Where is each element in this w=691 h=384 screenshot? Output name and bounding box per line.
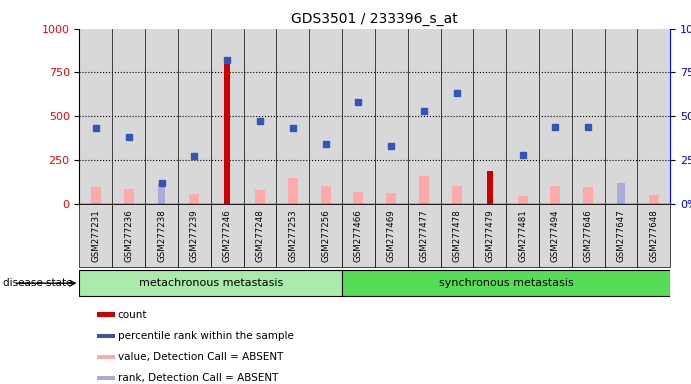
Bar [276,29,309,204]
Bar [145,29,178,204]
FancyBboxPatch shape [79,204,112,267]
Bar [124,189,133,204]
FancyBboxPatch shape [440,204,473,267]
Bar [539,29,571,204]
FancyBboxPatch shape [506,204,539,267]
FancyBboxPatch shape [145,204,178,267]
FancyBboxPatch shape [309,204,342,267]
FancyBboxPatch shape [571,204,605,267]
Bar [91,187,101,204]
FancyBboxPatch shape [97,313,115,317]
FancyBboxPatch shape [276,204,309,267]
Text: GSM277239: GSM277239 [190,209,199,262]
Bar [375,29,408,204]
Text: GSM277256: GSM277256 [321,209,330,262]
Title: GDS3501 / 233396_s_at: GDS3501 / 233396_s_at [292,12,458,26]
Text: GSM277248: GSM277248 [256,209,265,262]
Bar [518,196,527,204]
Text: disease state: disease state [3,278,73,288]
Bar [486,171,493,204]
Bar [473,29,506,204]
FancyBboxPatch shape [342,204,375,267]
Bar [309,29,342,204]
Text: GSM277479: GSM277479 [485,209,494,262]
Text: GSM277478: GSM277478 [453,209,462,262]
Bar [506,29,539,204]
Bar [649,195,659,204]
Text: GSM277231: GSM277231 [91,209,100,262]
Text: GSM277494: GSM277494 [551,209,560,262]
FancyBboxPatch shape [539,204,571,267]
FancyBboxPatch shape [637,204,670,267]
Text: percentile rank within the sample: percentile rank within the sample [118,331,294,341]
Bar [288,178,298,204]
Bar [637,29,670,204]
FancyBboxPatch shape [605,204,637,267]
FancyBboxPatch shape [342,270,670,296]
Text: synchronous metastasis: synchronous metastasis [439,278,574,288]
Bar [440,29,473,204]
Bar [158,182,165,204]
Text: rank, Detection Call = ABSENT: rank, Detection Call = ABSENT [118,373,278,383]
Text: GSM277477: GSM277477 [419,209,428,262]
FancyBboxPatch shape [112,204,145,267]
Bar [211,29,243,204]
FancyBboxPatch shape [97,334,115,338]
Text: GSM277481: GSM277481 [518,209,527,262]
Bar [583,187,593,204]
Bar [79,29,112,204]
Bar [571,29,605,204]
Text: GSM277466: GSM277466 [354,209,363,262]
Text: GSM277469: GSM277469 [387,209,396,262]
FancyBboxPatch shape [375,204,408,267]
Text: GSM277236: GSM277236 [124,209,133,262]
Text: GSM277246: GSM277246 [223,209,231,262]
FancyBboxPatch shape [243,204,276,267]
FancyBboxPatch shape [178,204,211,267]
Bar [419,176,429,204]
Bar [408,29,440,204]
FancyBboxPatch shape [97,355,115,359]
Text: GSM277647: GSM277647 [616,209,625,262]
Text: metachronous metastasis: metachronous metastasis [139,278,283,288]
Text: GSM277646: GSM277646 [584,209,593,262]
Bar [189,194,199,204]
Bar [452,186,462,204]
Bar [618,184,625,204]
Bar [342,29,375,204]
FancyBboxPatch shape [211,204,243,267]
Bar [243,29,276,204]
Bar [321,186,330,204]
FancyBboxPatch shape [473,204,506,267]
FancyBboxPatch shape [79,270,342,296]
Bar [224,64,230,204]
Bar [605,29,637,204]
Bar [255,190,265,204]
Text: GSM277648: GSM277648 [650,209,659,262]
Text: GSM277253: GSM277253 [288,209,297,262]
Bar [112,29,145,204]
Text: value, Detection Call = ABSENT: value, Detection Call = ABSENT [118,352,283,362]
Text: count: count [118,310,147,320]
FancyBboxPatch shape [97,376,115,381]
Bar [178,29,211,204]
Bar [354,192,363,204]
FancyBboxPatch shape [408,204,440,267]
Bar [551,186,560,204]
Bar [386,193,396,204]
Text: GSM277238: GSM277238 [157,209,166,262]
